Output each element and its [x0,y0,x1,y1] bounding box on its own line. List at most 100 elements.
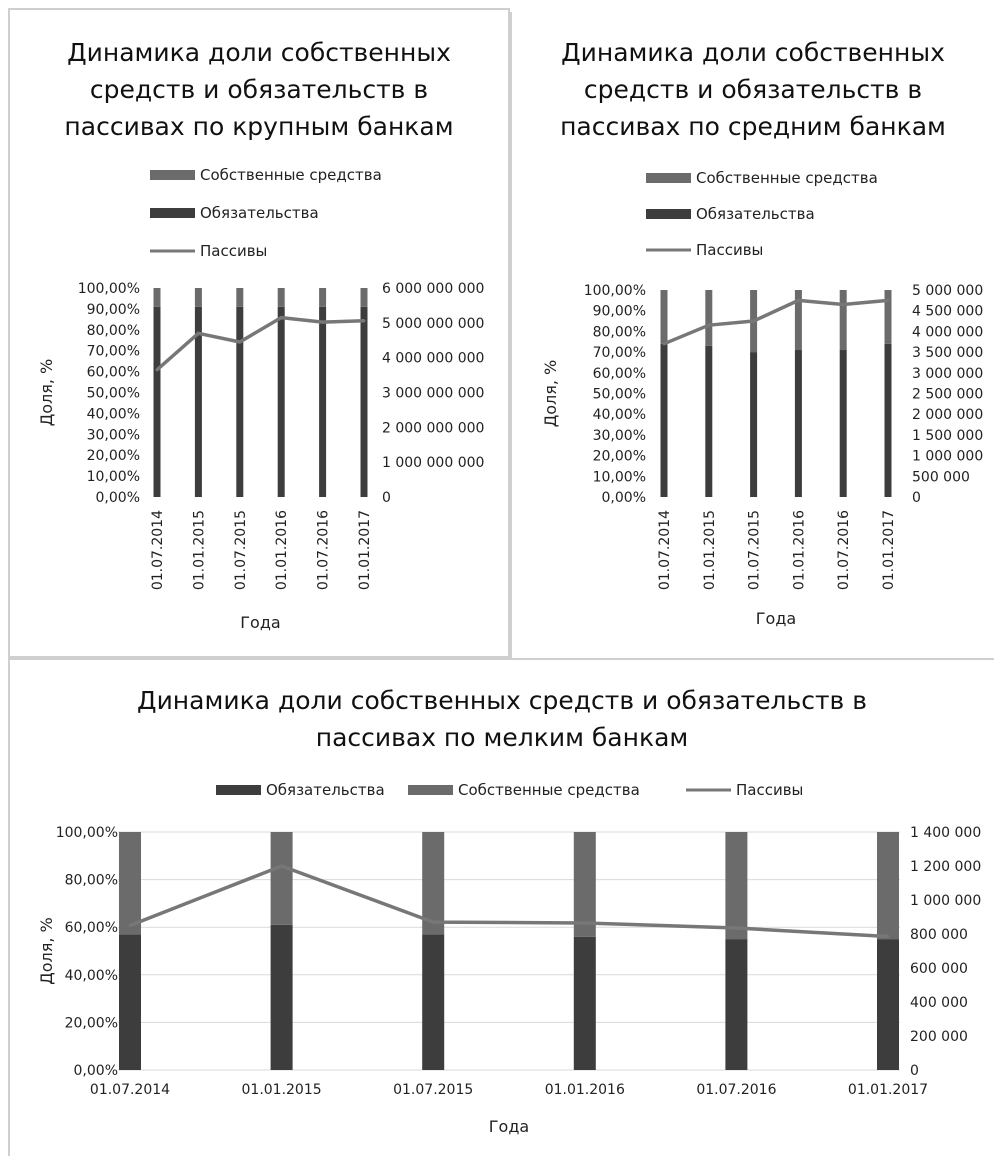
passives-point [155,368,159,372]
x-axis-tick-label: 01.07.2015 [747,510,763,590]
chart-title-line: пассивах по крупным банкам [64,112,454,141]
right-axis-tick-label: 2 000 000 [912,407,983,423]
x-axis-tick-label: 01.07.2014 [150,510,166,590]
passives-point [886,298,890,302]
left-axis-tick-label: 20,00% [87,448,140,464]
left-axis-tick-label: 80,00% [65,873,118,889]
legend-label-own_funds: Собственные средства [696,169,878,187]
chart-title: Динамика доли собственных средств и обяз… [10,682,994,756]
passives-point [321,320,325,324]
bar-liabilities [877,939,899,1070]
right-axis-tick-label: 800 000 [910,927,968,943]
left-axis-tick-label: 70,00% [593,345,646,361]
right-axis-tick-label: 4 000 000 [912,324,983,340]
passives-line [129,864,889,939]
left-axis-tick-label: 80,00% [87,323,140,339]
bar-own_funds [360,288,368,307]
x-axis-tick-label: 01.07.2016 [836,510,852,590]
chart-svg: 0,00% 10,00% 20,00% 30,00% 40,00% 50,00% 60,00… [541,169,983,628]
left-axis-tick-label: 40,00% [87,406,140,422]
left-axis-tick-label: 60,00% [65,920,118,936]
x-axis-tick-label: 01.07.2016 [316,510,332,590]
legend-label-own_funds: Собственные средства [458,781,640,799]
x-axis-tick-label: 01.01.2017 [881,510,897,590]
bar-own_funds [660,290,668,344]
left-axis-tick-label: 0,00% [96,490,140,506]
right-axis-tick-label: 0 [910,1063,919,1079]
right-axis-tick-label: 500 000 [912,469,970,485]
x-axis-tick-label: 01.01.2017 [357,510,373,590]
x-axis-title: Года [756,609,796,628]
left-axis-tick-label: 100,00% [56,825,118,841]
left-axis-tick-label: 90,00% [593,304,646,320]
chart-panel-medium-banks: Динамика доли собственных средств и обяз… [510,12,994,658]
bar-own_funds [705,290,713,346]
left-axis-tick-label: 30,00% [593,428,646,444]
bar-own_funds [236,288,244,307]
right-axis-tick-label: 0 [912,490,921,506]
left-axis-tick-label: 20,00% [593,449,646,465]
passives-point [707,323,711,327]
left-axis-tick-label: 100,00% [78,281,140,297]
bar-own_funds [422,832,445,935]
bar-own_funds [839,290,847,351]
passives-point [752,319,756,323]
passives-point [238,340,242,344]
chart-title: Динамика доли собственных средств и обяз… [10,34,508,145]
bar-liabilities [119,934,141,1070]
right-axis-tick-label: 1 400 000 [910,825,981,841]
right-axis-tick-label: 3 000 000 000 [382,386,484,402]
passives-point [796,298,800,302]
bar-liabilities [194,306,202,497]
right-axis-tick-label: 1 000 000 000 [382,455,484,471]
x-axis-tick-label: 01.07.2014 [657,510,673,590]
left-axis-tick-label: 50,00% [593,387,646,403]
right-axis-tick-label: 3 500 000 [912,345,983,361]
chart-title-line: средств и обязательств в [583,75,923,104]
legend-label-passives: Пассивы [696,241,763,259]
bar-own_funds [725,832,748,940]
bar-liabilities [725,939,748,1070]
chart-title-line: пассивах по средним банкам [560,112,946,141]
right-axis-tick-label: 4 500 000 [912,304,983,320]
bar-own_funds [277,288,285,307]
chart-title-line: пассивах по мелким банкам [315,723,689,752]
bar-liabilities [839,350,847,497]
chart-title: Динамика доли собственных средств и обяз… [512,34,994,145]
passives-point [886,935,890,939]
left-axis-tick-label: 40,00% [593,407,646,423]
legend-swatch-liabilities [646,209,691,219]
passives-point [841,302,845,306]
legend-label-liabilities: Обязательства [200,204,319,222]
y-axis-title: Доля, % [37,917,56,985]
bar-liabilities [705,345,713,497]
left-axis-tick-label: 20,00% [65,1015,118,1031]
left-axis-tick-label: 70,00% [87,344,140,360]
chart-svg: 0,00% 20,00% 40,00% 60,00% 80,00% 100,00% 0 200… [37,781,981,1136]
x-axis-tick-label: 01.01.2015 [242,1082,322,1098]
bar-liabilities [236,306,244,497]
bar-liabilities [270,924,293,1070]
right-axis-tick-label: 0 [382,490,391,506]
x-axis-title: Года [240,613,280,632]
x-axis-tick-label: 01.01.2017 [848,1082,928,1098]
right-axis-tick-label: 600 000 [910,961,968,977]
right-axis-tick-label: 1 500 000 [912,428,983,444]
passives-point [196,331,200,335]
bar-own_funds [119,832,141,935]
chart-title-line: Динамика доли собственных [561,38,945,67]
right-axis-tick-label: 5 000 000 000 [382,316,484,332]
bar-own_funds [319,288,327,307]
right-axis-tick-label: 5 000 000 [912,283,983,299]
bar-liabilities [319,306,327,497]
legend-swatch-own_funds [408,785,453,795]
left-axis-tick-label: 100,00% [584,283,646,299]
x-axis-tick-label: 01.01.2016 [274,510,290,590]
bar-liabilities [884,343,892,497]
chart-panel-large-banks: Динамика доли собственных средств и обяз… [8,8,510,658]
bar-liabilities [794,350,802,497]
bar-liabilities [422,934,445,1070]
passives-point [279,316,283,320]
x-axis-tick-label: 01.01.2015 [191,510,207,590]
bar-own_funds [270,832,293,925]
